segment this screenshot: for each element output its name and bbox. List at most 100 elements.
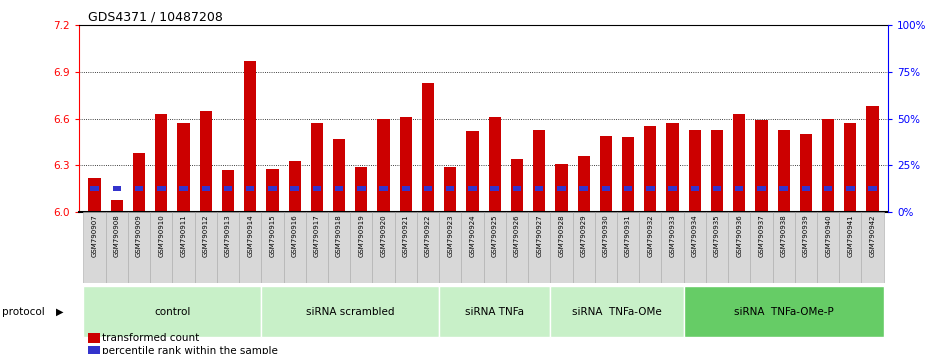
Bar xyxy=(755,120,767,212)
Bar xyxy=(624,186,632,190)
Bar xyxy=(533,130,545,212)
Bar xyxy=(84,286,261,337)
Bar xyxy=(202,186,210,190)
Text: siRNA  TNFa-OMe-P: siRNA TNFa-OMe-P xyxy=(734,307,833,316)
Text: GSM790929: GSM790929 xyxy=(580,215,587,257)
Bar xyxy=(128,212,150,283)
Bar xyxy=(735,186,743,190)
Bar xyxy=(595,212,617,283)
Bar xyxy=(861,212,884,283)
Bar xyxy=(488,117,501,212)
Bar xyxy=(288,161,300,212)
Bar xyxy=(290,186,299,190)
Bar xyxy=(217,212,239,283)
Bar xyxy=(439,286,551,337)
Text: GSM790915: GSM790915 xyxy=(270,215,275,257)
Bar xyxy=(446,186,455,190)
Bar xyxy=(200,111,212,212)
Text: transformed count: transformed count xyxy=(102,333,200,343)
Text: GSM790911: GSM790911 xyxy=(180,215,187,257)
Bar xyxy=(646,186,655,190)
Bar xyxy=(335,186,343,190)
Bar xyxy=(357,186,365,190)
Bar xyxy=(728,212,751,283)
Bar xyxy=(417,212,439,283)
Bar xyxy=(246,186,255,190)
Bar xyxy=(579,186,588,190)
Bar xyxy=(402,186,410,190)
Text: GSM790909: GSM790909 xyxy=(136,215,142,257)
Text: GSM790930: GSM790930 xyxy=(603,215,609,257)
Text: protocol: protocol xyxy=(2,307,45,316)
Text: GSM790931: GSM790931 xyxy=(625,215,631,257)
Bar xyxy=(155,114,167,212)
Bar xyxy=(757,186,765,190)
Bar xyxy=(439,212,461,283)
Bar xyxy=(669,186,677,190)
Bar xyxy=(379,186,388,190)
Text: GSM790926: GSM790926 xyxy=(514,215,520,257)
Bar xyxy=(194,212,217,283)
Bar xyxy=(773,212,795,283)
Bar xyxy=(268,186,276,190)
Bar xyxy=(133,153,145,212)
Bar xyxy=(224,186,232,190)
Bar xyxy=(795,212,817,283)
Bar xyxy=(306,212,328,283)
Bar xyxy=(661,212,684,283)
Text: GSM790914: GSM790914 xyxy=(247,215,253,257)
Bar xyxy=(844,123,857,212)
Bar xyxy=(113,186,121,190)
Text: GSM790912: GSM790912 xyxy=(203,215,208,257)
Bar xyxy=(328,212,351,283)
Bar xyxy=(802,186,810,190)
Bar xyxy=(90,186,99,190)
Bar xyxy=(394,212,417,283)
Text: GSM790938: GSM790938 xyxy=(780,215,787,257)
Text: GSM790932: GSM790932 xyxy=(647,215,653,257)
Bar xyxy=(179,186,188,190)
Bar xyxy=(639,212,661,283)
Bar xyxy=(551,212,573,283)
Bar xyxy=(150,212,172,283)
Text: GSM790940: GSM790940 xyxy=(825,215,831,257)
Bar xyxy=(839,212,861,283)
Text: GSM790935: GSM790935 xyxy=(714,215,720,257)
Bar xyxy=(824,186,832,190)
Bar xyxy=(244,61,257,212)
Bar xyxy=(466,131,479,212)
Bar xyxy=(688,130,701,212)
Bar xyxy=(222,170,234,212)
Bar xyxy=(822,119,834,212)
Text: GSM790933: GSM790933 xyxy=(670,215,675,257)
Bar xyxy=(512,186,521,190)
Bar xyxy=(424,186,432,190)
Text: GSM790922: GSM790922 xyxy=(425,215,431,257)
Text: GSM790936: GSM790936 xyxy=(737,215,742,257)
Bar xyxy=(817,212,839,283)
Bar xyxy=(691,186,699,190)
Text: percentile rank within the sample: percentile rank within the sample xyxy=(102,346,278,354)
Text: GSM790941: GSM790941 xyxy=(847,215,854,257)
Text: GSM790919: GSM790919 xyxy=(358,215,365,257)
Bar xyxy=(578,156,590,212)
Bar xyxy=(311,123,323,212)
Bar xyxy=(800,134,812,212)
Bar xyxy=(573,212,595,283)
Bar xyxy=(484,212,506,283)
Bar xyxy=(445,167,457,212)
Text: GSM790908: GSM790908 xyxy=(113,215,120,257)
Text: GSM790916: GSM790916 xyxy=(292,215,298,257)
Bar xyxy=(706,212,728,283)
Bar xyxy=(84,212,106,283)
Bar xyxy=(617,212,639,283)
Bar xyxy=(400,117,412,212)
Text: control: control xyxy=(154,307,191,316)
Bar xyxy=(600,136,612,212)
Bar xyxy=(422,82,434,212)
Text: GSM790913: GSM790913 xyxy=(225,215,231,257)
Bar xyxy=(351,212,372,283)
Bar xyxy=(535,186,543,190)
Bar xyxy=(172,212,194,283)
Bar xyxy=(378,119,390,212)
